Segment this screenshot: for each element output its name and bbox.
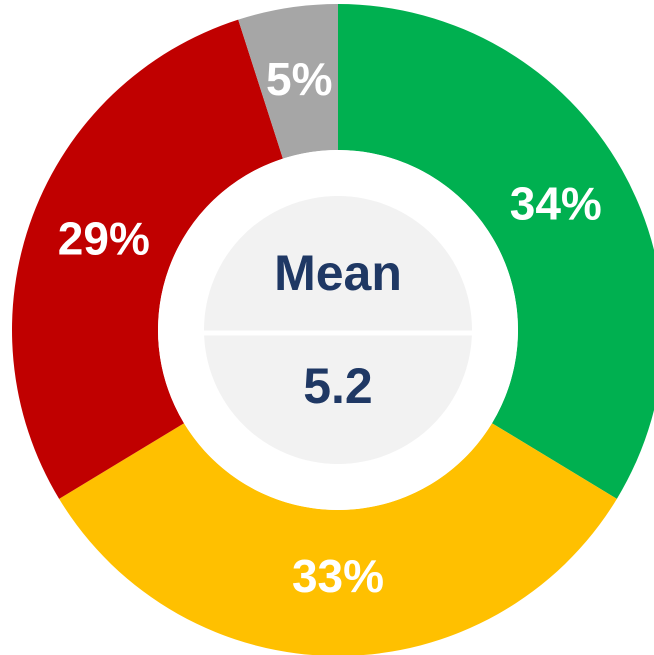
data-label: 5% <box>266 53 332 105</box>
center-value: 5.2 <box>303 358 373 414</box>
data-label: 29% <box>58 213 150 265</box>
donut-segment <box>238 4 338 159</box>
data-label: 33% <box>292 550 384 602</box>
center-badge <box>204 196 472 464</box>
donut-segment <box>338 4 654 499</box>
donut-segment <box>11 19 283 499</box>
data-label: 34% <box>510 177 602 229</box>
center-title: Mean <box>274 245 402 301</box>
donut-segment <box>59 423 617 655</box>
